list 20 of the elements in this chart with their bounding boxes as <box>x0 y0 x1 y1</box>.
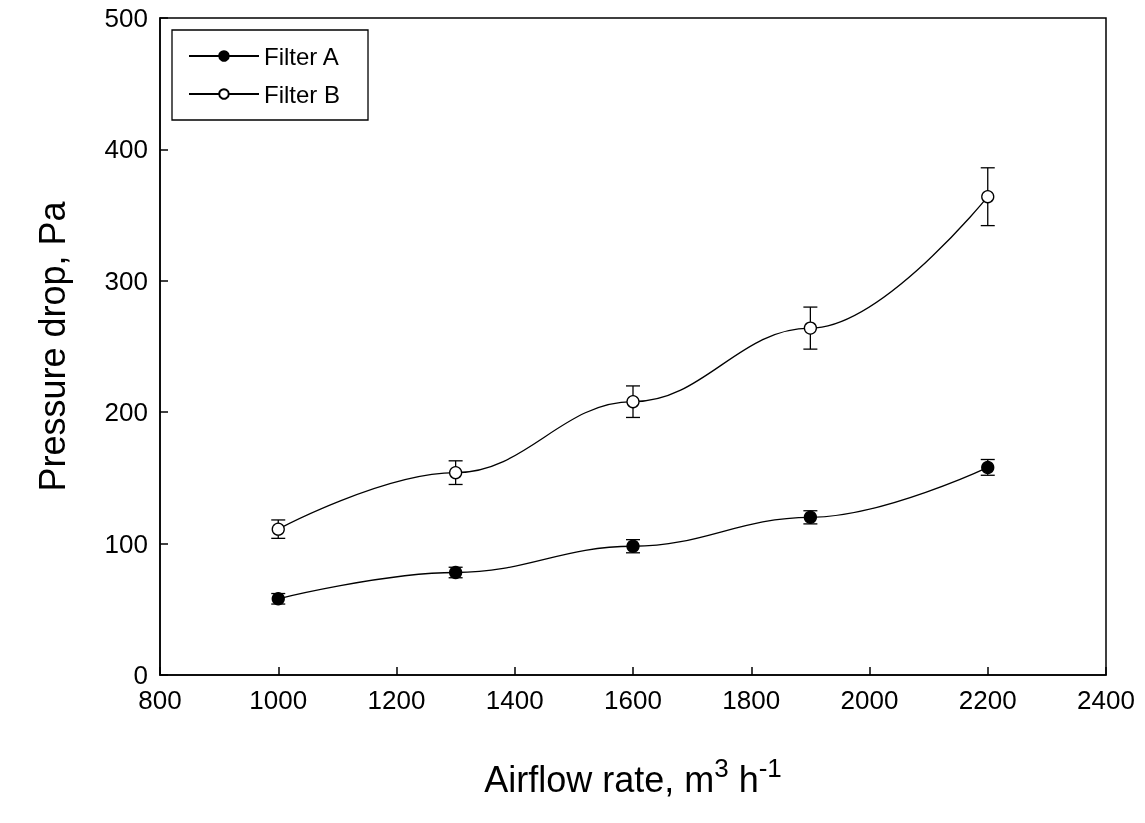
x-tick-label: 1200 <box>367 685 426 715</box>
x-tick-label: 1000 <box>249 685 308 715</box>
x-tick-label: 1600 <box>604 685 662 715</box>
point <box>626 395 640 409</box>
y-tick-label: 100 <box>104 528 148 559</box>
x-tick-label: 2000 <box>840 685 899 715</box>
x-tick-label: 2400 <box>1077 685 1135 715</box>
x-tick-label: 1800 <box>722 685 781 715</box>
legend-label: Filter B <box>264 80 341 108</box>
x-tick-label: 2200 <box>958 685 1017 715</box>
x-tick-label: 1400 <box>485 685 544 715</box>
point <box>981 190 995 204</box>
legend-label: Filter A <box>264 42 339 70</box>
point <box>803 321 818 335</box>
y-tick-label: 500 <box>104 3 148 33</box>
y-axis-title: Pressure drop, Pa <box>31 200 73 492</box>
y-tick-label: 400 <box>104 134 148 165</box>
y-tick-label: 300 <box>104 265 148 296</box>
point <box>448 466 463 480</box>
y-tick-label: 200 <box>104 397 148 428</box>
